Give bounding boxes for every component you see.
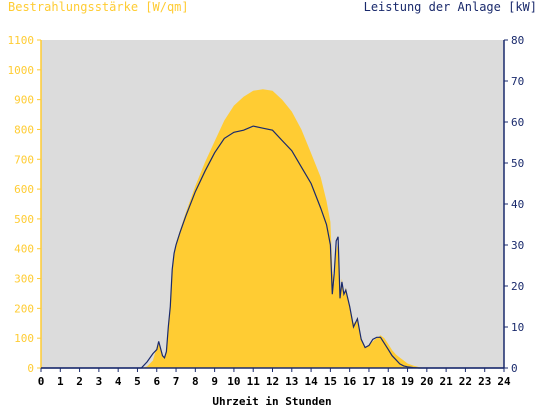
x-tick-label: 16 <box>343 375 357 388</box>
x-tick-label: 10 <box>227 375 240 388</box>
right-tick-label: 30 <box>511 239 524 252</box>
x-axis-title: Uhrzeit in Stunden <box>212 395 331 408</box>
right-tick-label: 20 <box>511 280 524 293</box>
left-axis-label: Bestrahlungsstärke [W/qm] <box>8 0 189 14</box>
x-tick-label: 0 <box>38 375 45 388</box>
x-tick-label: 11 <box>247 375 261 388</box>
x-tick-label: 3 <box>96 375 103 388</box>
x-tick-label: 8 <box>192 375 199 388</box>
x-tick-label: 19 <box>401 375 414 388</box>
x-tick-label: 4 <box>115 375 122 388</box>
left-tick-label: 100 <box>14 332 34 345</box>
left-tick-label: 400 <box>14 243 34 256</box>
left-tick-label: 1000 <box>8 64 35 77</box>
x-tick-label: 5 <box>134 375 141 388</box>
right-tick-label: 50 <box>511 157 524 170</box>
x-tick-label: 12 <box>266 375 279 388</box>
left-tick-label: 900 <box>14 94 34 107</box>
right-tick-label: 0 <box>511 362 518 375</box>
x-tick-label: 6 <box>153 375 160 388</box>
irradiance-area <box>141 89 433 368</box>
right-tick-label: 80 <box>511 34 524 47</box>
right-axis-label: Leistung der Anlage [kW] <box>364 0 537 14</box>
left-tick-label: 700 <box>14 153 34 166</box>
left-tick-label: 800 <box>14 123 34 136</box>
x-tick-label: 9 <box>211 375 218 388</box>
series-layer <box>41 89 504 369</box>
left-tick-label: 300 <box>14 273 34 286</box>
left-tick-label: 1100 <box>8 34 35 47</box>
ticks-layer: 0100200300400500600700800900100011000102… <box>8 34 525 388</box>
x-tick-label: 23 <box>478 375 491 388</box>
left-tick-label: 600 <box>14 183 34 196</box>
power-line <box>41 125 504 369</box>
x-tick-label: 21 <box>440 375 454 388</box>
left-tick-label: 500 <box>14 213 34 226</box>
x-tick-label: 7 <box>173 375 180 388</box>
right-tick-label: 40 <box>511 198 524 211</box>
x-tick-label: 18 <box>382 375 395 388</box>
x-tick-label: 13 <box>285 375 298 388</box>
x-tick-label: 24 <box>497 375 511 388</box>
left-tick-label: 200 <box>14 302 34 315</box>
x-tick-label: 22 <box>459 375 472 388</box>
right-tick-label: 60 <box>511 116 524 129</box>
x-tick-label: 15 <box>324 375 337 388</box>
x-tick-label: 17 <box>362 375 375 388</box>
x-tick-label: 20 <box>420 375 433 388</box>
left-tick-label: 0 <box>27 362 34 375</box>
right-tick-label: 70 <box>511 75 524 88</box>
x-tick-label: 2 <box>76 375 83 388</box>
x-tick-label: 14 <box>304 375 318 388</box>
x-tick-label: 1 <box>57 375 64 388</box>
right-tick-label: 10 <box>511 321 524 334</box>
